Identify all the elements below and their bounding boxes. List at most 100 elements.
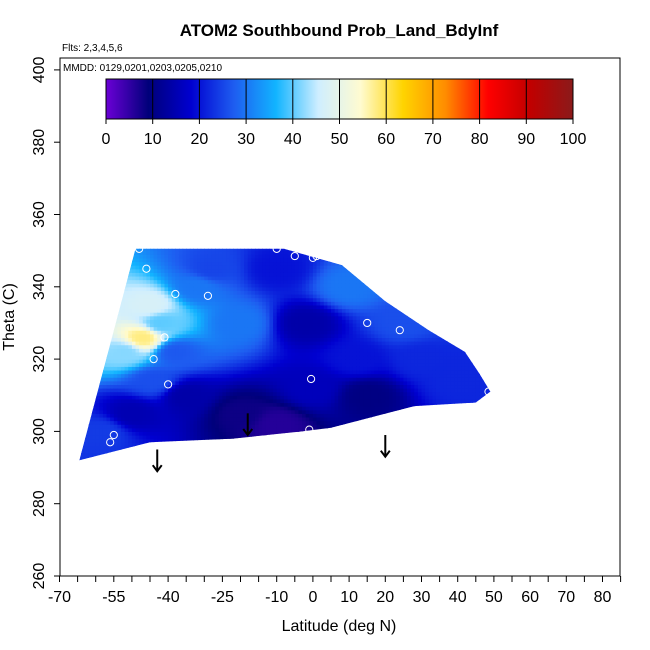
heatmap-cell	[171, 312, 176, 317]
heatmap-cell	[92, 341, 97, 346]
heatmap-cell	[323, 384, 328, 389]
heatmap-cell	[283, 265, 289, 270]
heatmap-cell	[309, 351, 314, 357]
heatmap-cell	[247, 351, 252, 357]
heatmap-cell	[99, 337, 104, 342]
heatmap-cell	[204, 286, 209, 292]
heatmap-cell	[327, 322, 332, 328]
heatmap-cell	[102, 449, 108, 454]
heatmap-cell	[327, 261, 332, 266]
heatmap-cell	[331, 456, 336, 461]
heatmap-cell	[211, 337, 216, 342]
heatmap-cell	[164, 312, 169, 317]
heatmap-cell	[160, 402, 166, 407]
heatmap-cell	[262, 304, 267, 310]
heatmap-cell	[146, 297, 151, 302]
heatmap-cell	[327, 301, 332, 306]
heatmap-cell	[117, 319, 122, 324]
heatmap-cell	[254, 373, 260, 378]
heatmap-cell	[262, 359, 267, 364]
heatmap-cell	[99, 431, 104, 436]
heatmap-cell	[81, 395, 86, 400]
heatmap-cell	[117, 362, 122, 367]
heatmap-cell	[106, 413, 111, 418]
heatmap-cell	[168, 460, 172, 464]
heatmap-cell	[139, 322, 144, 328]
heatmap-cell	[218, 315, 223, 320]
heatmap-cell	[168, 366, 173, 371]
heatmap-cell	[349, 312, 354, 317]
heatmap-cell	[193, 384, 198, 389]
heatmap-cell	[327, 268, 332, 273]
heatmap-cell	[244, 445, 249, 451]
heatmap-cell	[204, 391, 209, 396]
heatmap-cell	[233, 308, 238, 313]
heatmap-cell	[302, 265, 307, 270]
heatmap-cell	[345, 388, 350, 393]
heatmap-cell	[197, 294, 202, 299]
heatmap-cell	[117, 250, 122, 255]
heatmap-cell	[341, 268, 347, 273]
heatmap-cell	[302, 275, 307, 281]
heatmap-cell	[142, 416, 147, 422]
heatmap-cell	[142, 248, 147, 252]
heatmap-cell	[121, 431, 126, 436]
heatmap-cell	[341, 435, 347, 440]
heatmap-cell	[312, 272, 318, 277]
heatmap-cell	[254, 402, 260, 407]
heatmap-cell	[349, 279, 354, 284]
heatmap-cell	[113, 254, 119, 259]
heatmap-cell	[276, 315, 281, 320]
heatmap-cell	[265, 308, 271, 313]
heatmap-cell	[168, 355, 173, 360]
heatmap-cell	[128, 380, 133, 386]
heatmap-cell	[226, 413, 231, 418]
heatmap-cell	[88, 438, 93, 443]
heatmap-cell	[215, 424, 220, 429]
heatmap-cell	[334, 427, 339, 432]
heatmap-cell	[146, 453, 151, 458]
heatmap-cell	[135, 304, 140, 310]
heatmap-cell	[338, 402, 343, 407]
heatmap-cell	[117, 369, 122, 375]
heatmap-cell	[218, 445, 223, 451]
heatmap-cell	[226, 240, 230, 244]
heatmap-cell	[171, 248, 176, 252]
heatmap-cell	[291, 413, 296, 418]
heatmap-cell	[341, 257, 347, 263]
heatmap-cell	[262, 460, 266, 464]
heatmap-cell	[294, 297, 300, 302]
heatmap-cell	[189, 351, 195, 357]
heatmap-cell	[222, 453, 227, 458]
heatmap-cell	[110, 369, 115, 375]
heatmap-cell	[117, 301, 122, 306]
heatmap-cell	[79, 333, 82, 339]
heatmap-cell	[175, 416, 180, 422]
heatmap-cell	[359, 438, 365, 443]
heatmap-cell	[178, 431, 184, 436]
heatmap-cell	[193, 398, 198, 404]
heatmap-cell	[306, 460, 310, 464]
heatmap-cell	[247, 442, 252, 447]
heatmap-cell	[113, 290, 119, 295]
heatmap-cell	[160, 348, 166, 353]
heatmap-cell	[95, 348, 100, 353]
heatmap-cell	[124, 304, 129, 310]
heatmap-cell	[200, 438, 205, 443]
heatmap-cell	[157, 283, 162, 288]
heatmap-cell	[164, 283, 169, 288]
heatmap-cell	[186, 240, 190, 244]
heatmap-cell	[175, 431, 180, 436]
heatmap-cell	[222, 420, 227, 425]
heatmap-cell	[207, 308, 213, 313]
heatmap-cell	[352, 301, 357, 306]
heatmap-cell	[248, 240, 252, 244]
heatmap-cell	[193, 445, 198, 451]
heatmap-cell	[349, 453, 354, 458]
heatmap-cell	[92, 248, 97, 252]
heatmap-cell	[338, 398, 343, 404]
heatmap-cell	[139, 240, 143, 244]
heatmap-cell	[241, 240, 245, 244]
heatmap-cell	[164, 388, 169, 393]
heatmap-cell	[222, 275, 227, 281]
